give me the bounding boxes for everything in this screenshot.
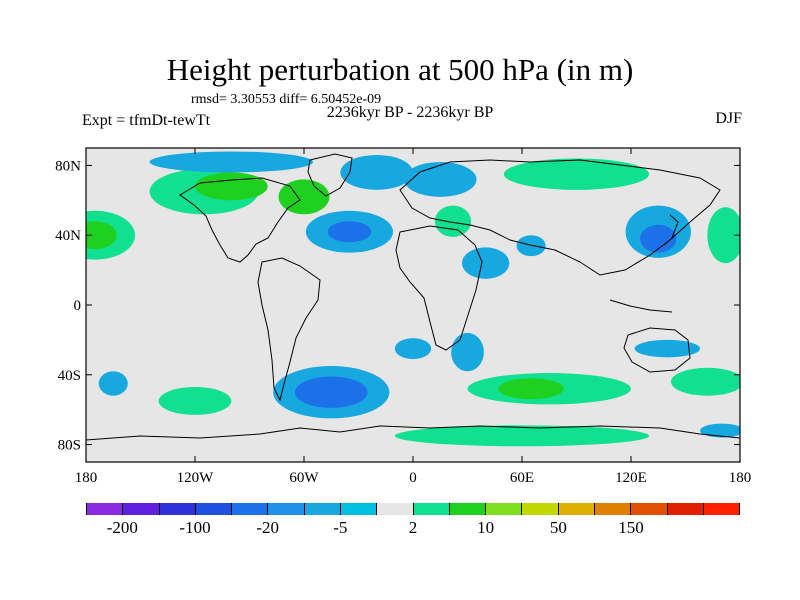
anomaly-middle-east-negative: [462, 247, 510, 279]
y-tick-label: 40N: [55, 228, 81, 244]
season-label: DJF: [715, 110, 742, 127]
x-tick-label: 0: [409, 470, 417, 486]
y-tick-label: 40S: [58, 368, 81, 384]
x-tick-label: 120W: [177, 470, 215, 486]
anomaly-antarctic-pacific-negative: [700, 423, 740, 438]
colorbar-swatch: [159, 503, 196, 515]
colorbar-swatch: [377, 503, 414, 515]
anomaly-tasman-positive: [670, 367, 740, 396]
colorbar-swatch: [522, 503, 559, 515]
experiment-label: Expt = tfmDt-tewTt: [82, 112, 211, 129]
anomaly-canada-positive-core: [195, 172, 268, 201]
colorbar-swatch: [268, 503, 305, 515]
anomaly-north-atlantic-negative-core: [327, 221, 372, 243]
colorbar-swatch: [123, 503, 160, 515]
colorbar-swatch: [594, 503, 632, 515]
anomaly-siberia-positive: [503, 158, 650, 190]
colorbar-swatch: [449, 503, 487, 515]
anomaly-europe-positive: [434, 205, 472, 237]
x-tick-label: 120E: [615, 470, 647, 486]
period-label: 2236kyr BP - 2236kyr BP: [326, 104, 494, 121]
anomaly-west-pacific-positive: [707, 207, 740, 264]
y-tick-label: 0: [74, 298, 82, 314]
x-tick-label: 60W: [289, 470, 319, 486]
colorbar-swatch: [195, 503, 233, 515]
colorbar-swatch: [340, 503, 378, 515]
colorbar-swatch: [703, 503, 741, 515]
anomaly-southern-africa-negative: [451, 332, 484, 372]
colorbar: [86, 503, 741, 515]
colorbar-swatch: [486, 503, 523, 515]
colorbar-label: 10: [477, 518, 495, 537]
anomaly-north-pacific-positive-core: [86, 221, 117, 250]
anomaly-south-pacific-negative: [98, 371, 128, 396]
x-tick-label: 180: [75, 470, 98, 486]
colorbar-label: -5: [333, 518, 348, 537]
colorbar-swatch: [667, 503, 704, 515]
anomaly-australia-negative: [634, 339, 701, 358]
colorbar-label: 50: [549, 518, 567, 537]
anomaly-south-indian-positive-core: [498, 378, 564, 400]
colorbar-swatch: [631, 503, 668, 515]
colorbar-label: 2: [408, 518, 418, 537]
x-tick-label: 180: [729, 470, 752, 486]
stats-subtitle: rmsd= 3.30553 diff= 6.50452e-09: [191, 92, 382, 107]
colorbar-swatch: [413, 503, 450, 515]
anomaly-south-atlantic-negative: [394, 338, 432, 360]
anomaly-antarctic-positive: [394, 425, 650, 447]
colorbar-label: 150: [618, 518, 644, 537]
colorbar-label: -20: [256, 518, 279, 537]
y-tick-label: 80N: [55, 158, 81, 174]
y-tick-label: 80S: [58, 438, 81, 454]
coastlines: [86, 153, 740, 441]
colorbar-swatch: [232, 503, 269, 515]
anomaly-southern-ocean-negative-core: [294, 376, 368, 408]
anomaly-greenland-negative: [340, 154, 413, 190]
x-tick-label: 60E: [510, 470, 534, 486]
colorbar-swatch: [86, 503, 124, 515]
colorbar-label: -200: [106, 518, 138, 537]
anomaly-arctic-negative: [149, 151, 314, 173]
colorbar-swatch: [558, 503, 595, 515]
colorbar-swatch: [304, 503, 341, 515]
anomaly-south-pacific-positive: [158, 386, 232, 415]
plot-title: Height perturbation at 500 hPa (in m): [166, 52, 634, 87]
anomaly-east-asia-negative-core: [640, 224, 677, 253]
anomaly-scandinavia-negative: [403, 161, 477, 197]
colorbar-label: -100: [179, 518, 211, 537]
